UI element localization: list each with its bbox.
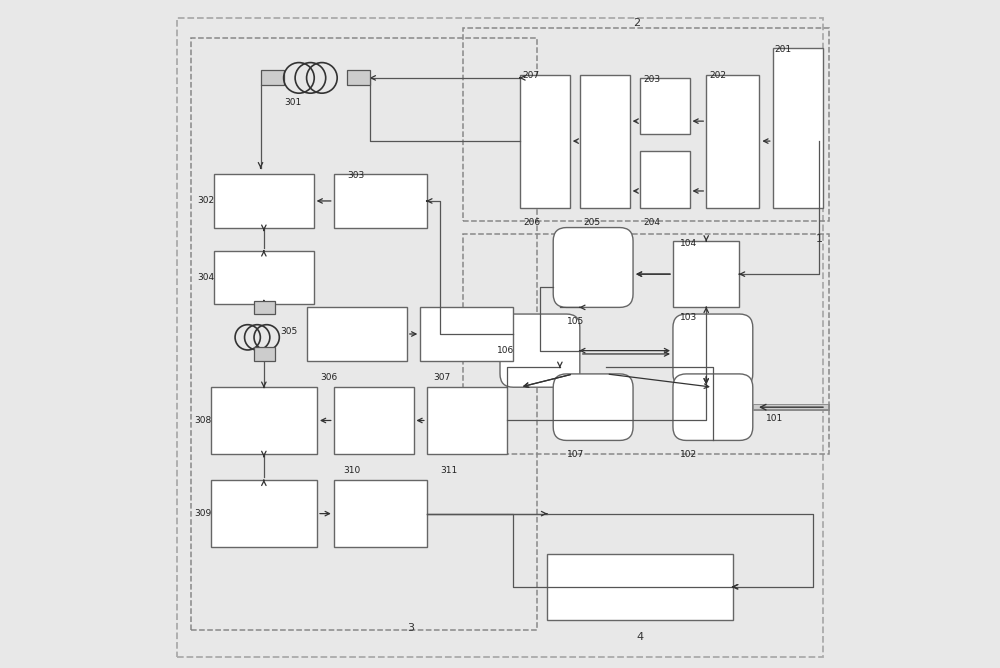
Text: 204: 204 — [643, 218, 660, 226]
Text: 203: 203 — [643, 75, 660, 84]
Text: 2: 2 — [633, 18, 640, 28]
Text: 105: 105 — [567, 317, 584, 327]
Text: 306: 306 — [320, 373, 338, 381]
Bar — [307, 307, 407, 361]
Text: 307: 307 — [433, 373, 451, 381]
Bar — [463, 28, 829, 221]
Text: 303: 303 — [347, 171, 364, 180]
Bar — [334, 480, 427, 547]
Bar — [334, 174, 427, 228]
Text: 304: 304 — [197, 273, 214, 282]
Bar — [580, 75, 630, 208]
Bar — [640, 78, 690, 134]
Text: 4: 4 — [636, 632, 643, 642]
FancyBboxPatch shape — [553, 228, 633, 307]
Text: 301: 301 — [284, 98, 301, 107]
Bar — [706, 75, 759, 208]
FancyBboxPatch shape — [553, 374, 633, 440]
Text: 101: 101 — [766, 414, 783, 423]
Bar — [420, 307, 513, 361]
FancyBboxPatch shape — [673, 374, 753, 440]
Bar — [773, 48, 823, 208]
Bar — [261, 70, 284, 85]
Text: 1: 1 — [816, 234, 823, 244]
Text: 310: 310 — [344, 466, 361, 475]
Bar — [214, 251, 314, 304]
Bar — [673, 241, 739, 307]
Text: 202: 202 — [710, 71, 727, 80]
Bar — [347, 70, 370, 85]
Text: 309: 309 — [194, 509, 211, 518]
Bar — [640, 151, 690, 208]
Text: 207: 207 — [522, 71, 539, 80]
Text: 308: 308 — [194, 416, 211, 425]
FancyBboxPatch shape — [500, 314, 580, 387]
Text: 106: 106 — [497, 346, 514, 355]
Text: 206: 206 — [523, 218, 540, 226]
Bar — [520, 75, 570, 208]
Text: 107: 107 — [567, 450, 584, 460]
Bar — [547, 554, 733, 620]
Bar — [254, 301, 275, 314]
Text: 104: 104 — [680, 239, 697, 248]
Bar — [211, 387, 317, 454]
Text: 205: 205 — [583, 218, 600, 226]
Bar — [214, 174, 314, 228]
Text: 305: 305 — [280, 327, 298, 337]
Bar — [191, 38, 537, 630]
Bar — [211, 480, 317, 547]
Text: 201: 201 — [775, 45, 792, 53]
Text: 302: 302 — [197, 196, 214, 206]
FancyBboxPatch shape — [673, 314, 753, 387]
Bar — [463, 234, 829, 454]
Text: 3: 3 — [407, 623, 414, 633]
Bar — [254, 347, 275, 361]
Bar — [334, 387, 414, 454]
Text: 103: 103 — [680, 313, 697, 322]
Bar — [427, 387, 507, 454]
Text: 311: 311 — [440, 466, 457, 475]
Text: 102: 102 — [680, 450, 697, 460]
